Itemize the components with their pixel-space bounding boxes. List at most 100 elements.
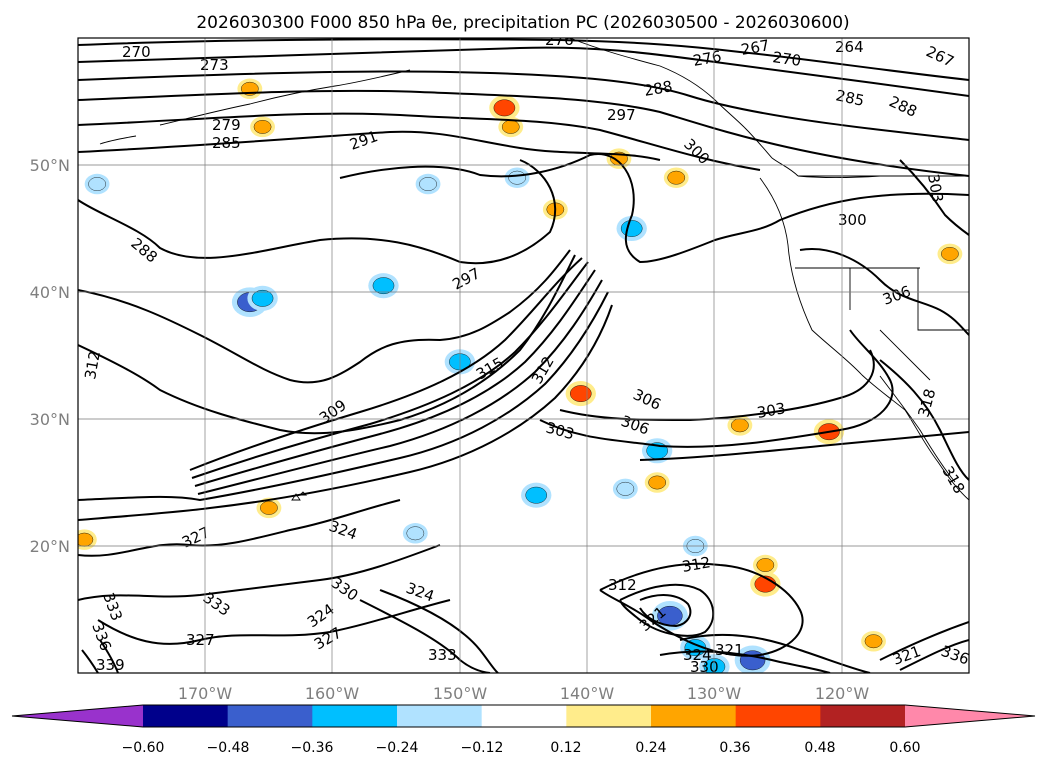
precip-blob: [419, 177, 437, 191]
y-tick-label: 20°N: [30, 537, 70, 556]
colorbar-tick-label: −0.12: [461, 740, 504, 756]
aleutian-islands: [159, 69, 411, 126]
contour-line: [899, 159, 969, 236]
contour-line: [679, 633, 871, 673]
colorbar: −0.60 −0.48 −0.36 −0.24 −0.12 0.12 0.24 …: [11, 704, 1036, 756]
colorbar-tick-label: 0.60: [889, 740, 920, 756]
precip-blob: [941, 247, 959, 261]
contour-line: [359, 599, 491, 673]
precip-blob: [88, 177, 106, 191]
colorbar-extend-high: [905, 705, 1035, 727]
precip-blob: [739, 650, 766, 671]
colorbar-cell: [227, 705, 313, 727]
contour-line: [879, 359, 969, 481]
contour-label: 312: [681, 553, 712, 576]
x-tick-label: 140°W: [560, 684, 615, 703]
contour-line: [599, 562, 804, 657]
y-axis: 50°N 40°N 30°N 20°N: [30, 156, 70, 556]
contour-line: [78, 249, 571, 384]
contour-line: [99, 639, 119, 673]
contour-label: 312: [81, 349, 104, 380]
colorbar-tick-label: −0.48: [207, 740, 250, 756]
contour-line: [197, 279, 603, 495]
colorbar-extend-low: [12, 705, 143, 727]
map-panel: 270 273 279 285 291 288 297 297 300 300 …: [77, 31, 970, 676]
hawaii-islands: [291, 491, 308, 501]
colorbar-cell: [481, 705, 567, 727]
aleutian-islands-west: [99, 135, 137, 145]
precip-blob: [525, 486, 547, 504]
contour-label: 264: [835, 38, 864, 56]
contour-label: 339: [96, 656, 125, 674]
contour-line: [659, 650, 831, 673]
contour-line: [78, 70, 969, 141]
x-tick-label: 130°W: [687, 684, 742, 703]
precip-blob: [620, 220, 643, 237]
contour-label: 285: [212, 134, 241, 152]
contour-line: [879, 621, 969, 661]
contour-line: [639, 431, 969, 461]
y-tick-label: 50°N: [30, 156, 70, 175]
precip-blob: [731, 418, 749, 433]
contour-label: 276: [545, 31, 574, 49]
contour-line: [78, 159, 557, 265]
colorbar-tick-label: 0.12: [550, 740, 581, 756]
colorbar-cell: [820, 705, 906, 727]
colorbar-tick-labels: −0.60 −0.48 −0.36 −0.24 −0.12 0.12 0.24 …: [122, 740, 921, 756]
contour-line: [899, 639, 969, 671]
us-west-coastline: [759, 177, 969, 501]
colorbar-cell: [312, 705, 398, 727]
contour-label: 330: [690, 658, 719, 676]
x-tick-label: 160°W: [305, 684, 360, 703]
precip-blob: [756, 558, 775, 572]
gridlines: [78, 38, 969, 673]
contour-line: [799, 248, 969, 336]
contour-label: 303: [756, 399, 787, 422]
contour-label: 276: [692, 47, 723, 70]
map-frame: [77, 37, 970, 674]
colorbar-cell: [143, 705, 229, 727]
colorbar-cell: [397, 705, 483, 727]
contour-line: [639, 594, 692, 627]
contour-line: [78, 304, 613, 521]
precip-blob: [251, 289, 274, 307]
contour-label: 279: [212, 116, 241, 134]
colorbar-tick-label: 0.48: [804, 740, 835, 756]
contour-line: [539, 329, 894, 448]
chart-title: 2026030300 F000 850 hPa θe, precipitatio…: [196, 13, 849, 33]
contour-label: 270: [771, 48, 802, 70]
precip-blob: [667, 170, 686, 185]
contour-line: [78, 291, 609, 501]
y-tick-label: 30°N: [30, 410, 70, 429]
us-state-border: [795, 267, 969, 381]
contour-line: [78, 544, 441, 601]
precip-blob: [253, 120, 272, 134]
contour-label: 324: [683, 646, 712, 664]
contour-label: 321: [715, 641, 744, 659]
contour-line: [194, 269, 596, 487]
contour-line: [78, 112, 761, 171]
precip-blob: [508, 170, 526, 185]
colorbar-cells: [11, 704, 1036, 728]
y-tick-label: 40°N: [30, 283, 70, 302]
x-tick-label: 120°W: [815, 684, 870, 703]
contour-line: [559, 349, 875, 421]
coastlines: [99, 38, 969, 501]
colorbar-tick-label: 0.36: [719, 740, 750, 756]
contour-line: [81, 649, 99, 673]
contour-label: 267: [740, 36, 771, 59]
precip-blob: [648, 475, 666, 490]
colorbar-cell: [566, 705, 652, 727]
contour-label: 270: [122, 43, 151, 61]
x-tick-label: 170°W: [178, 684, 233, 703]
contour-label: 333: [428, 646, 457, 664]
contour-line: [78, 89, 969, 177]
precip-blob: [616, 481, 635, 496]
contour-label: 303: [924, 173, 947, 204]
contour-label: 312: [608, 576, 637, 594]
contour-line: [191, 261, 589, 479]
contour-label: 327: [186, 631, 215, 649]
precip-blob: [372, 277, 395, 295]
precip-blob: [501, 120, 520, 134]
